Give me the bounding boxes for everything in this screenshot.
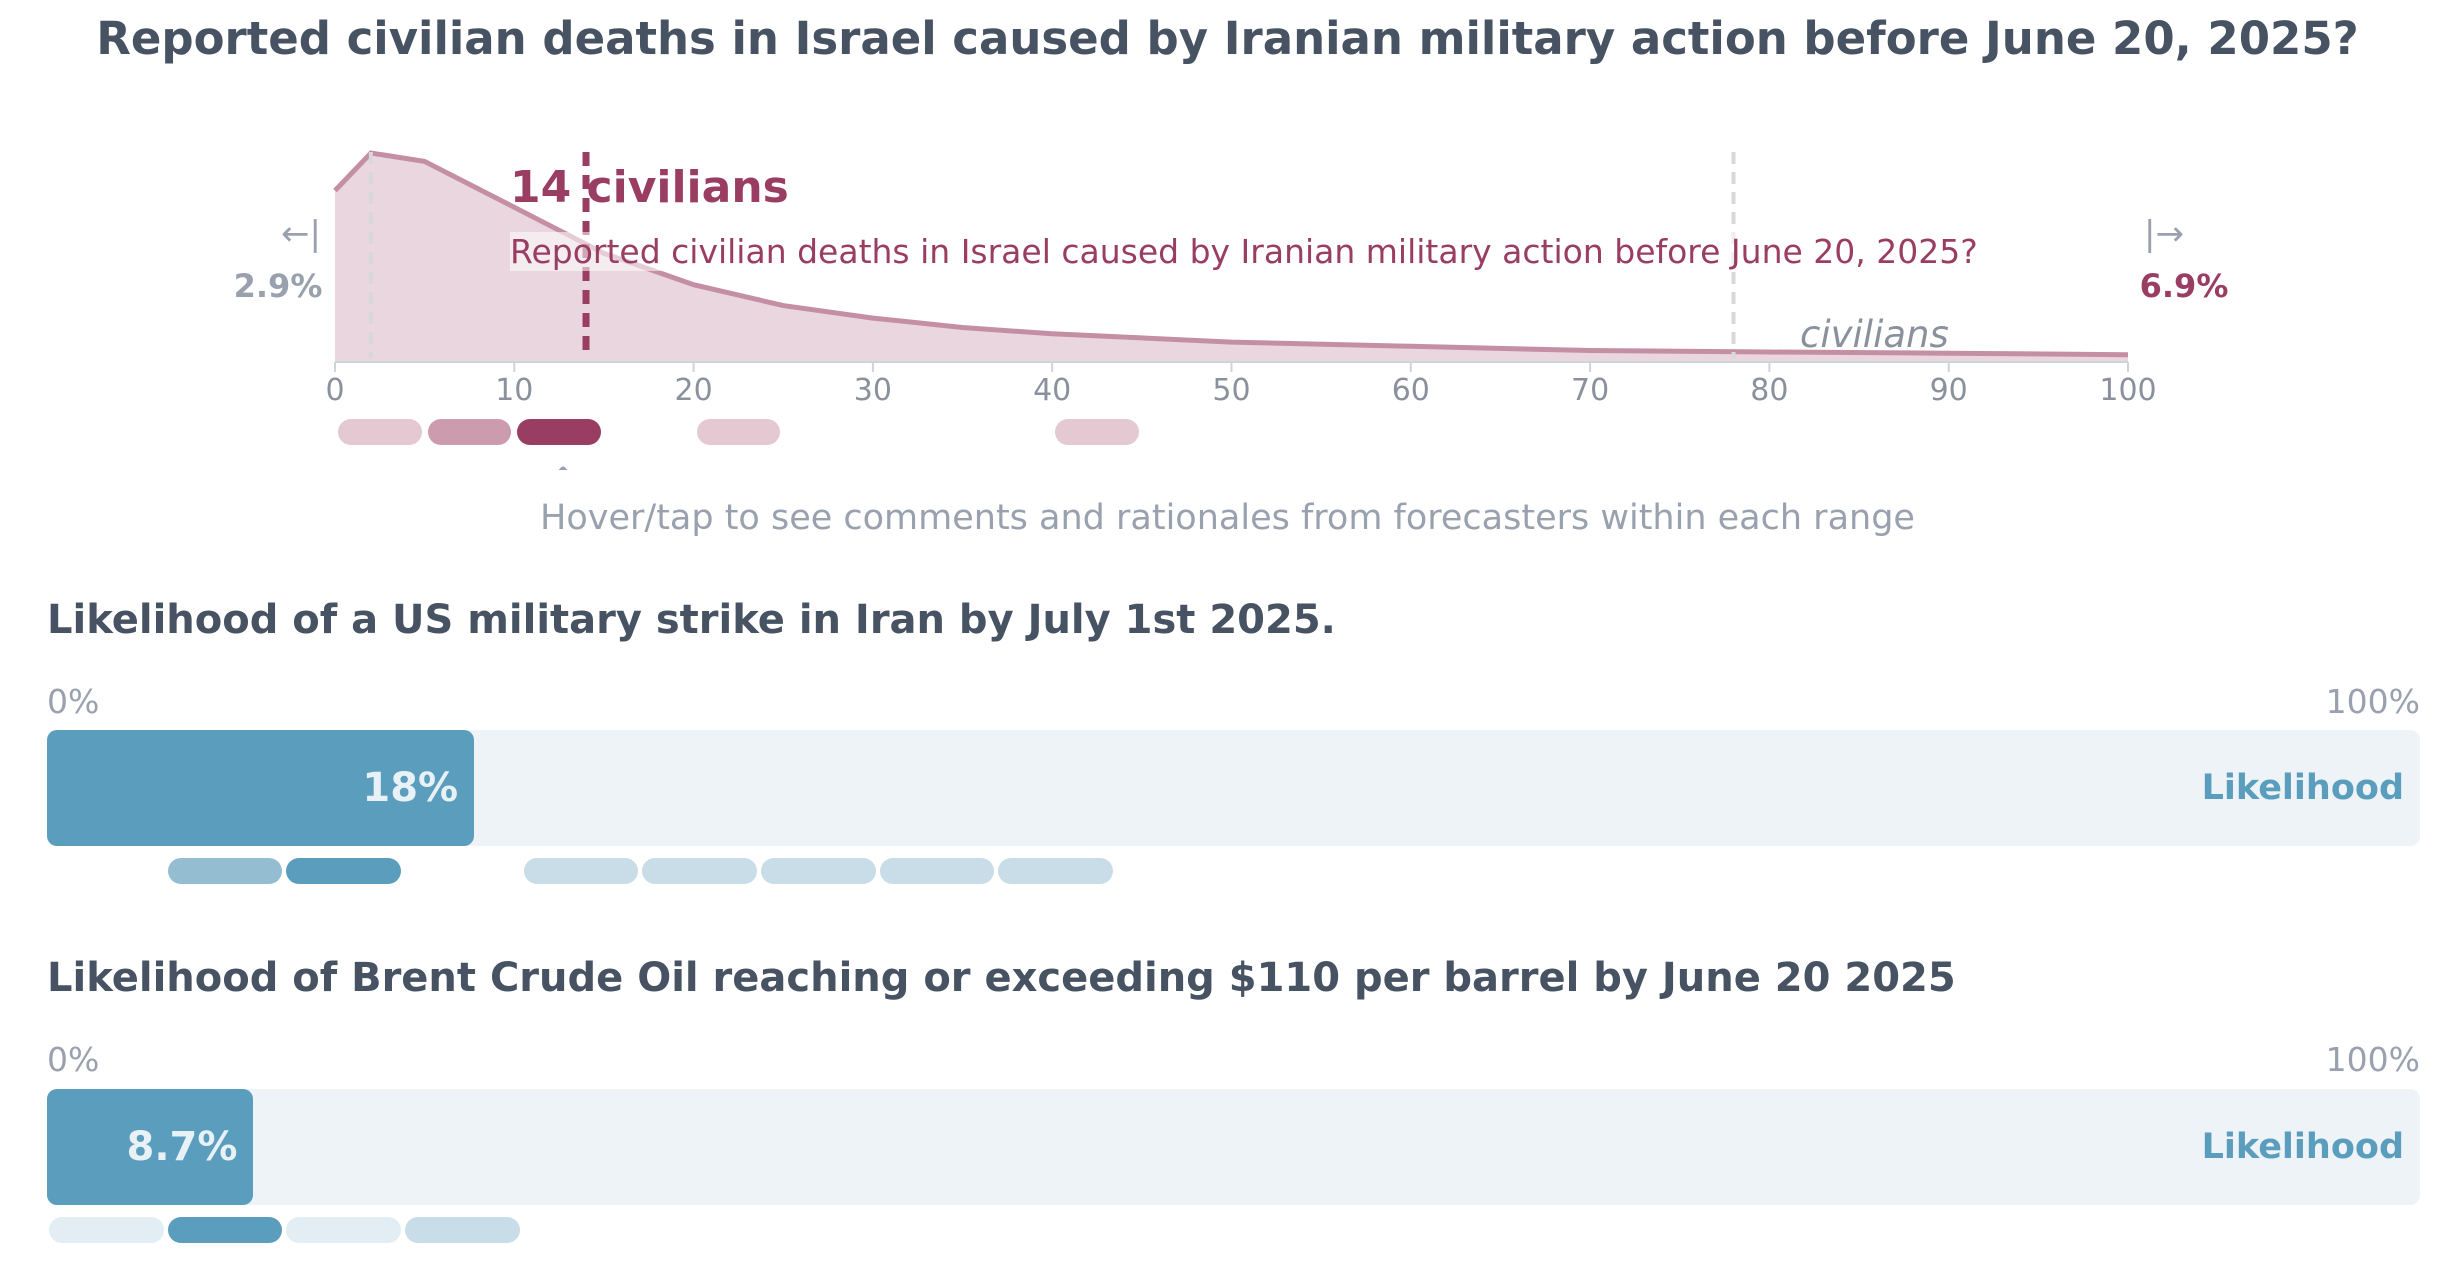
comment-range-pill[interactable] bbox=[998, 858, 1113, 884]
comment-range-pill[interactable] bbox=[167, 1217, 283, 1243]
x-tick-label: 50 bbox=[1212, 373, 1251, 408]
likelihood-fill: 18% bbox=[47, 730, 475, 846]
x-axis-ticks bbox=[334, 362, 2129, 372]
likelihood-fill: 8.7% bbox=[47, 1089, 254, 1205]
comment-range-pill[interactable] bbox=[696, 419, 781, 445]
x-tick-label: 20 bbox=[674, 373, 713, 408]
likelihood-value: 18% bbox=[362, 765, 459, 811]
comment-range-pill[interactable] bbox=[167, 858, 283, 884]
comment-range-pill[interactable] bbox=[49, 1217, 164, 1243]
comment-range-pill[interactable] bbox=[879, 858, 995, 884]
x-tick-label: 100 bbox=[2099, 373, 2157, 408]
likelihood-value: 8.7% bbox=[126, 1124, 238, 1170]
distribution-title: Reported civilian deaths in Israel cause… bbox=[96, 12, 2359, 65]
upper-bound-arrow-icon: |→ bbox=[2144, 214, 2184, 254]
comment-range-pill[interactable] bbox=[1055, 419, 1139, 445]
comment-range-pill[interactable] bbox=[760, 858, 876, 884]
x-tick-label: 40 bbox=[1033, 373, 1072, 408]
comment-range-pill[interactable] bbox=[427, 419, 512, 445]
x-tick-label: 60 bbox=[1391, 373, 1430, 408]
hover-hint: Hover/tap to see comments and rationales… bbox=[540, 498, 1915, 538]
likelihood-label: Likelihood bbox=[2201, 768, 2404, 808]
above-upper-bound-value: 6.9% bbox=[2139, 267, 2229, 305]
scale-max-label: 100% bbox=[2325, 1040, 2420, 1079]
comment-range-pill[interactable] bbox=[286, 858, 401, 884]
x-tick-label: 30 bbox=[853, 373, 892, 408]
comment-range-pill[interactable] bbox=[338, 419, 422, 445]
scale-min-label: 0% bbox=[47, 682, 100, 721]
comment-range-pill[interactable] bbox=[517, 419, 601, 445]
x-tick-label: 0 bbox=[325, 373, 345, 408]
unit-label: civilians bbox=[1800, 313, 1949, 356]
lower-bound-arrow-icon: ←| bbox=[281, 214, 321, 254]
comment-range-pill[interactable] bbox=[286, 1217, 401, 1243]
x-tick-label: 70 bbox=[1571, 373, 1610, 408]
median-value-label: 14 civilians bbox=[510, 162, 789, 213]
scale-min-label: 0% bbox=[47, 1040, 100, 1079]
likelihood-label: Likelihood bbox=[2201, 1127, 2404, 1167]
median-question-label: Reported civilian deaths in Israel cause… bbox=[510, 232, 1978, 271]
up-arrow-icon bbox=[558, 466, 568, 470]
below-lower-bound-value: 2.9% bbox=[233, 267, 323, 305]
x-tick-label: 80 bbox=[1750, 373, 1789, 408]
comment-range-pill[interactable] bbox=[523, 858, 639, 884]
comment-range-pill[interactable] bbox=[404, 1217, 520, 1243]
question-title: Likelihood of a US military strike in Ir… bbox=[47, 597, 1336, 643]
x-tick-label: 10 bbox=[495, 373, 534, 408]
distribution-line bbox=[333, 150, 2129, 358]
likelihood-track[interactable]: 18% Likelihood bbox=[47, 730, 2420, 846]
comment-range-pill[interactable] bbox=[642, 858, 757, 884]
question-title: Likelihood of Brent Crude Oil reaching o… bbox=[47, 955, 1956, 1001]
scale-max-label: 100% bbox=[2325, 682, 2420, 721]
likelihood-track[interactable]: 8.7% Likelihood bbox=[47, 1089, 2420, 1205]
x-tick-label: 90 bbox=[1929, 373, 1968, 408]
distribution-area bbox=[335, 153, 2128, 362]
